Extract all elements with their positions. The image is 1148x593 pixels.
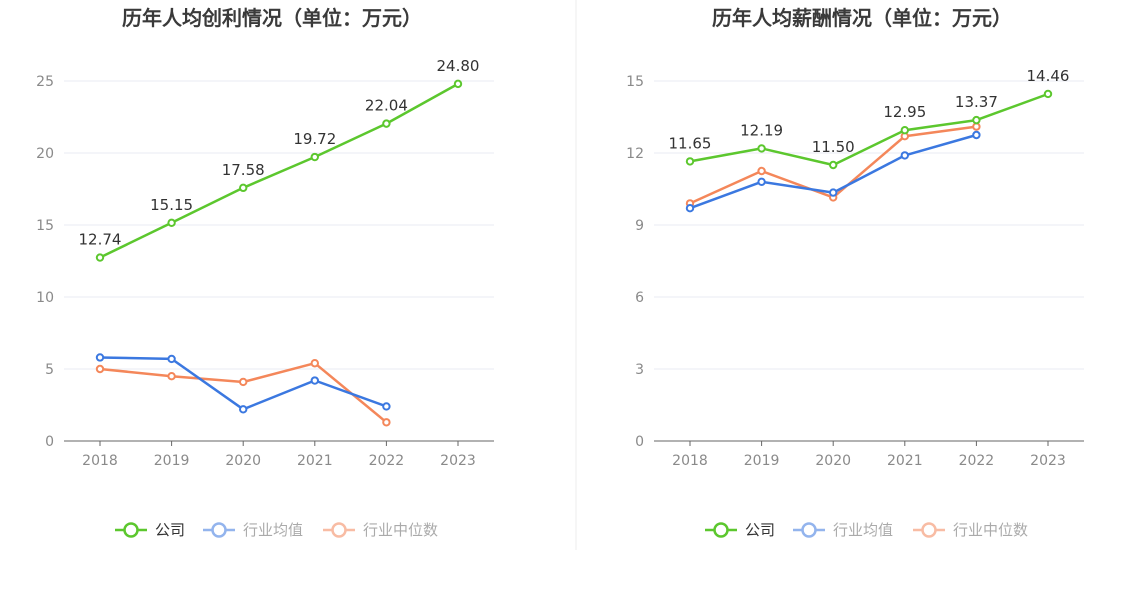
legend: 公司 行业均值 行业中位数 xyxy=(705,521,1028,539)
data-point-company[interactable] xyxy=(685,157,695,166)
y-tick-label: 12 xyxy=(626,146,644,162)
data-point-industry_avg[interactable] xyxy=(685,204,695,213)
y-tick-label: 5 xyxy=(45,362,54,378)
x-tick-label: 2019 xyxy=(744,453,780,469)
series-company: 12.74 15.15 17.58 19.72 22.04 24.80 xyxy=(79,57,480,262)
series-industry_avg xyxy=(685,130,981,213)
data-point-company[interactable] xyxy=(829,160,838,170)
data-point-company[interactable] xyxy=(95,253,105,262)
data-label: 11.65 xyxy=(669,134,712,152)
data-point-industry_median[interactable] xyxy=(382,418,391,427)
y-tick-label: 20 xyxy=(36,146,54,162)
data-point-industry_avg[interactable] xyxy=(757,177,766,187)
y-tick-label: 15 xyxy=(36,218,54,234)
y-tick-label: 10 xyxy=(36,290,54,306)
legend-swatch-marker-icon xyxy=(211,522,227,538)
data-point-industry_median[interactable] xyxy=(310,359,319,368)
x-tick-label: 2022 xyxy=(959,453,995,469)
data-label: 12.95 xyxy=(883,103,926,121)
data-point-industry_median[interactable] xyxy=(239,377,248,387)
legend-item-company[interactable]: 公司 xyxy=(705,521,775,539)
chart-title: 历年人均创利情况（单位：万元） xyxy=(122,6,422,30)
data-point-industry_median[interactable] xyxy=(95,364,105,374)
legend-label: 行业中位数 xyxy=(363,521,438,539)
data-point-company[interactable] xyxy=(382,119,391,128)
x-tick-label: 2022 xyxy=(369,453,405,469)
data-point-industry_avg[interactable] xyxy=(167,354,176,364)
legend-item-company[interactable]: 公司 xyxy=(115,521,185,539)
data-label: 22.04 xyxy=(365,97,408,115)
series-industry_median xyxy=(95,359,391,427)
legend: 公司 行业均值 行业中位数 xyxy=(115,521,438,539)
chart-1: 历年人均创利情况（单位：万元） 0 5 10 15 20 25 2018 2019 2020 202… xyxy=(36,6,494,539)
x-tick-label: 2023 xyxy=(1030,453,1066,469)
series-line-company xyxy=(99,82,459,259)
data-label: 14.46 xyxy=(1027,67,1070,85)
data-point-company[interactable] xyxy=(167,218,176,228)
series-industry_avg xyxy=(95,353,391,414)
legend-item-industry_avg[interactable]: 行业均值 xyxy=(793,521,893,539)
y-tick-label: 3 xyxy=(635,362,644,378)
data-point-industry_median[interactable] xyxy=(757,166,766,176)
y-tick-label: 6 xyxy=(635,290,644,306)
data-label: 12.74 xyxy=(79,231,122,249)
x-tick-label: 2019 xyxy=(154,453,190,469)
y-tick-label: 0 xyxy=(635,434,644,450)
data-point-company[interactable] xyxy=(1043,89,1053,99)
x-tick-label: 2020 xyxy=(815,453,851,469)
legend-swatch-marker-icon xyxy=(713,522,729,538)
data-label: 17.58 xyxy=(222,161,265,179)
legend-label: 行业均值 xyxy=(243,521,303,539)
data-point-industry_avg[interactable] xyxy=(95,353,105,362)
data-label: 19.72 xyxy=(293,130,336,148)
y-tick-label: 9 xyxy=(635,218,644,234)
legend-label: 行业中位数 xyxy=(953,521,1028,539)
x-tick-label: 2023 xyxy=(440,453,476,469)
x-tick-label: 2021 xyxy=(887,453,923,469)
data-point-company[interactable] xyxy=(972,115,981,125)
x-tick-label: 2020 xyxy=(225,453,261,469)
legend-label: 公司 xyxy=(155,521,185,539)
y-tick-label: 25 xyxy=(36,74,54,90)
chart-title: 历年人均薪酬情况（单位：万元） xyxy=(712,6,1012,30)
data-point-industry_avg[interactable] xyxy=(382,402,391,411)
data-point-company[interactable] xyxy=(453,79,463,89)
series-line-company xyxy=(689,92,1049,167)
legend-label: 公司 xyxy=(745,521,775,539)
series-industry_median xyxy=(685,122,981,208)
data-label: 13.37 xyxy=(955,93,998,111)
legend-swatch-marker-icon xyxy=(801,522,817,538)
series-company: 11.65 12.19 11.50 12.95 13.37 14.46 xyxy=(669,67,1070,170)
legend-swatch-marker-icon xyxy=(921,522,937,538)
data-label: 11.50 xyxy=(812,138,855,156)
x-tick-label: 2021 xyxy=(297,453,333,469)
legend-item-industry_median[interactable]: 行业中位数 xyxy=(913,521,1028,539)
data-point-industry_median[interactable] xyxy=(972,122,981,131)
x-tick-label: 2018 xyxy=(672,453,708,469)
data-point-company[interactable] xyxy=(900,126,909,135)
data-point-company[interactable] xyxy=(757,144,766,153)
y-tick-label: 0 xyxy=(45,434,54,450)
data-point-industry_median[interactable] xyxy=(167,372,176,381)
data-point-company[interactable] xyxy=(239,183,248,193)
legend-item-industry_median[interactable]: 行业中位数 xyxy=(323,521,438,539)
data-point-industry_avg[interactable] xyxy=(972,130,981,140)
legend-label: 行业均值 xyxy=(833,521,893,539)
chart-2: 历年人均薪酬情况（单位：万元） 0 3 6 9 12 15 2018 2019 2020 2021 2… xyxy=(626,6,1084,539)
data-label: 24.80 xyxy=(437,57,480,75)
y-tick-label: 15 xyxy=(626,74,644,90)
legend-swatch-marker-icon xyxy=(331,522,347,538)
x-tick-label: 2018 xyxy=(82,453,118,469)
data-label: 12.19 xyxy=(740,121,783,139)
data-point-company[interactable] xyxy=(310,152,319,162)
data-label: 15.15 xyxy=(150,196,193,214)
legend-item-industry_avg[interactable]: 行业均值 xyxy=(203,521,303,539)
legend-swatch-marker-icon xyxy=(123,522,139,538)
data-point-industry_avg[interactable] xyxy=(900,151,909,160)
data-point-industry_avg[interactable] xyxy=(310,376,319,385)
data-point-industry_avg[interactable] xyxy=(829,188,838,197)
data-point-industry_avg[interactable] xyxy=(239,405,248,414)
